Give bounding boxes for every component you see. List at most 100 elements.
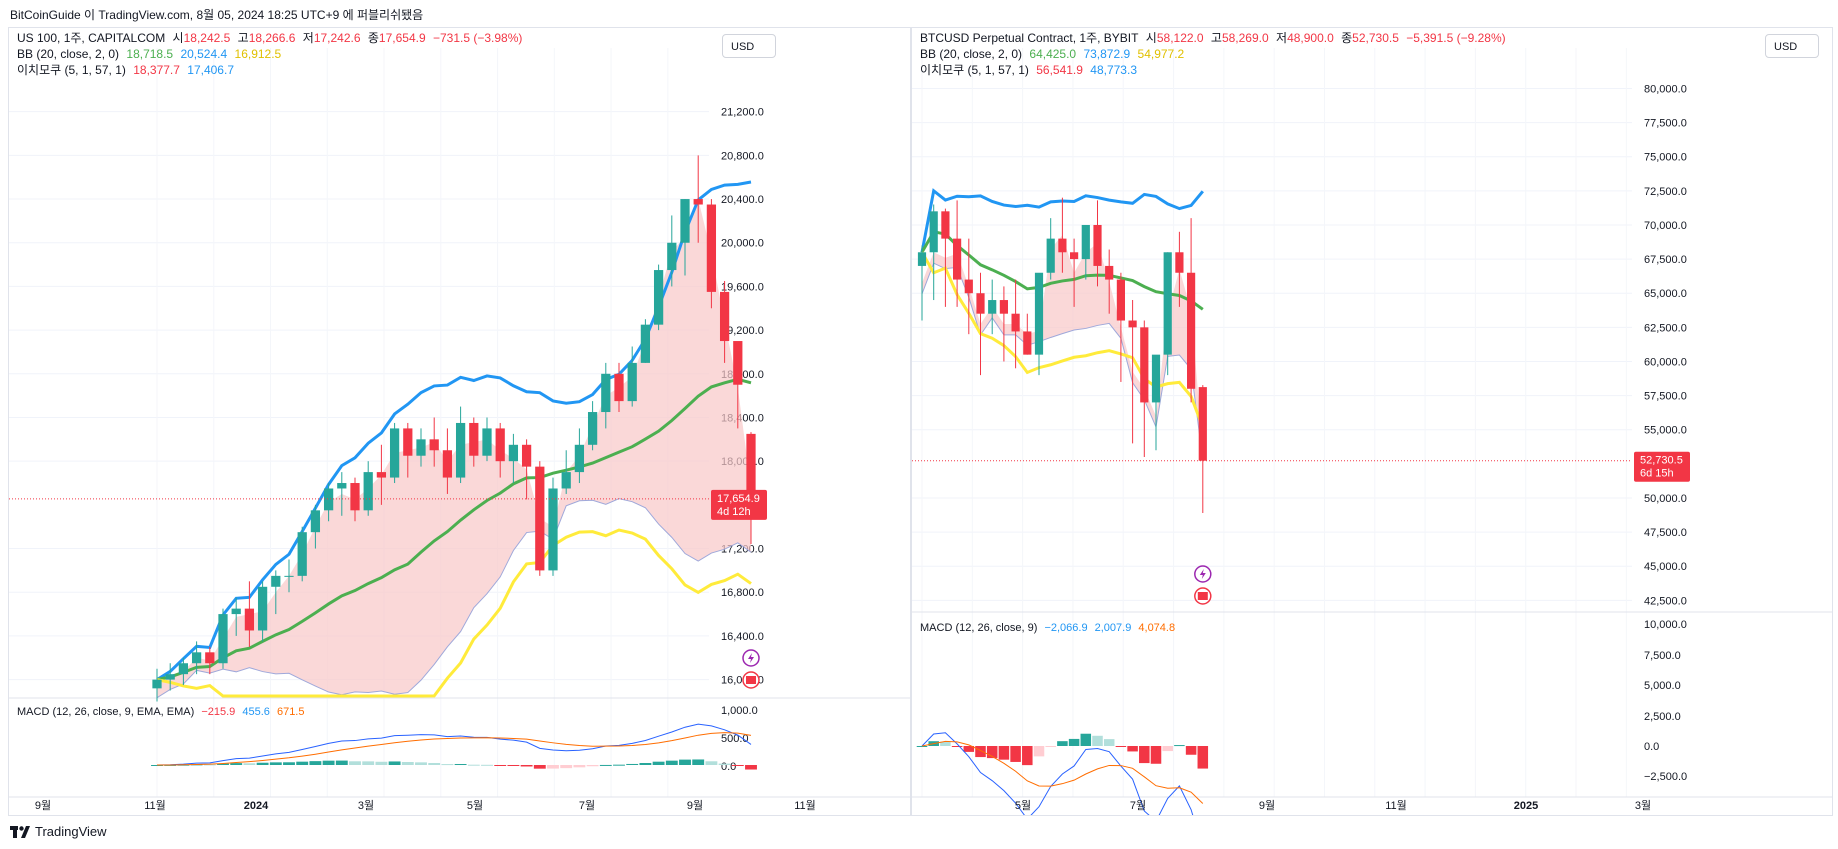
macd-histogram-bar: [401, 762, 414, 765]
candle-body: [1128, 320, 1137, 328]
macd-histogram-bar: [507, 765, 520, 766]
symbol-legend: BTCUSD Perpetual Contract, 1주, BYBIT 시58…: [920, 30, 1510, 46]
candle-body: [917, 252, 927, 266]
ichimoku-legend[interactable]: 이치모쿠 (5, 1, 57, 1) 18,377.7 17,406.7: [17, 62, 238, 78]
macd-histogram-bar: [1068, 738, 1080, 746]
macd-legend[interactable]: MACD (12, 26, close, 9) −2,066.9 2,007.9…: [920, 620, 1179, 636]
ichimoku-a-value: 56,541.9: [1036, 63, 1083, 77]
us100-chart-canvas[interactable]: 21,200.0 20,800.0 20,400.0 20,000.0 19,600.0…: [9, 28, 910, 815]
btcusd-chart-canvas[interactable]: 80,000.0 77,500.0 75,000.0 72,500.0 70,000.0…: [912, 28, 1832, 849]
candle-body: [574, 444, 585, 473]
price-tick-label: 67,500.0: [1644, 254, 1687, 266]
candle-body: [1011, 313, 1020, 332]
macd-histogram-bar: [1092, 735, 1103, 746]
candle-body: [535, 466, 545, 571]
currency-button[interactable]: USD: [1765, 34, 1819, 58]
macd-histogram-bar: [599, 764, 612, 766]
macd-legend[interactable]: MACD (12, 26, close, 9, EMA, EMA) −215.9…: [17, 704, 308, 720]
candle-body: [693, 199, 703, 205]
macd-histogram-bar: [1080, 733, 1092, 746]
candle-body: [1081, 224, 1090, 260]
candle-body: [999, 300, 1008, 314]
candle-body: [964, 279, 973, 294]
time-tick-label: 3월: [1635, 799, 1651, 812]
candle-body: [667, 242, 677, 271]
candle-body: [152, 679, 162, 689]
last-price-value: 52,730.5: [1640, 455, 1683, 467]
macd-histogram-bar: [322, 760, 335, 765]
macd-histogram-bar: [335, 760, 348, 765]
high-value: 18,266.6: [248, 31, 296, 45]
time-tick-label: 11월: [1385, 799, 1407, 812]
candle-body: [733, 341, 743, 385]
last-price-badge: [711, 489, 767, 520]
high-value: 58,269.0: [1221, 31, 1269, 45]
macd-histogram-bar: [1127, 746, 1138, 752]
macd-histogram-bar: [269, 762, 282, 765]
last-price-countdown: 6d 15h: [1640, 468, 1674, 480]
macd-histogram-bar: [975, 746, 986, 758]
ichimoku-b-value: 17,406.7: [187, 63, 234, 77]
last-price-countdown: 4d 12h: [717, 506, 751, 518]
macd-histogram-bar: [243, 763, 256, 765]
currency-button[interactable]: USD: [722, 34, 776, 58]
symbol-legend: US 100, 1주, CAPITALCOM 시18,242.5 고18,266…: [17, 30, 526, 46]
macd-histogram-bar: [718, 763, 731, 765]
candle-body: [640, 324, 651, 363]
macd-histogram-bar: [998, 746, 1010, 760]
candle-body: [231, 608, 241, 615]
candle-body: [627, 362, 637, 402]
macd-histogram-bar: [679, 759, 691, 765]
symbol-name: BTCUSD Perpetual Contract, 1주, BYBIT: [920, 31, 1139, 45]
candle-body: [350, 483, 360, 511]
macd-tick-label: 7,500.0: [1644, 650, 1681, 662]
macd-histogram-bar: [652, 761, 665, 765]
macd-histogram-bar: [1185, 746, 1197, 755]
bb-legend[interactable]: BB (20, close, 2, 0) 64,425.0 73,872.9 5…: [920, 46, 1188, 62]
macd-tick-label: 1,000.0: [721, 705, 758, 717]
ichimoku-b-value: 48,773.3: [1090, 63, 1137, 77]
chart-panel-btcusd[interactable]: 80,000.0 77,500.0 75,000.0 72,500.0 70,000.0…: [911, 27, 1833, 849]
tradingview-footer[interactable]: TradingView: [10, 824, 107, 839]
macd-signal-line: [921, 740, 1204, 804]
macd-histogram-bar: [613, 764, 625, 766]
close-value: 17,654.9: [378, 31, 426, 45]
chart-panel-us100[interactable]: 21,200.0 20,800.0 20,400.0 20,000.0 19,600.0…: [8, 27, 911, 816]
time-tick-label: 5월: [1015, 799, 1031, 812]
candle-body: [297, 532, 307, 576]
time-tick-label: 11월: [794, 799, 816, 812]
macd-histogram-bar: [1139, 746, 1150, 764]
candle-body: [1093, 224, 1102, 266]
candle-body: [561, 472, 571, 489]
macd-histogram-bar: [692, 759, 705, 765]
tradingview-brand: TradingView: [35, 824, 107, 839]
low-label: 저: [1276, 31, 1288, 45]
close-value: 52,730.5: [1352, 31, 1399, 45]
macd-histogram-bar: [494, 765, 507, 766]
price-tick-label: 65,000.0: [1644, 288, 1687, 300]
candle-body: [271, 575, 281, 587]
candle-body: [403, 428, 413, 456]
macd-histogram-bar: [705, 761, 718, 765]
price-tick-label: 45,000.0: [1644, 561, 1687, 573]
change-value: −731.5 (−3.98%): [432, 31, 523, 45]
macd-histogram-bar: [573, 765, 586, 768]
bb-legend[interactable]: BB (20, close, 2, 0) 18,718.5 20,524.4 1…: [17, 46, 285, 62]
candle-body: [363, 472, 373, 511]
macd-tick-label: 2,500.0: [1644, 711, 1681, 723]
candle-body: [587, 412, 598, 445]
open-value: 58,122.0: [1156, 31, 1204, 45]
candle-body: [601, 373, 611, 413]
price-tick-label: 62,500.0: [1644, 322, 1687, 334]
ichimoku-label: 이치모쿠 (5, 1, 57, 1): [17, 63, 126, 77]
candle-body: [953, 238, 962, 280]
candle-body: [191, 652, 202, 664]
macd-histogram-bar: [362, 761, 375, 765]
macd-histogram-bar: [1150, 746, 1162, 764]
time-tick-label: 9월: [687, 799, 703, 812]
macd-histogram-bar: [283, 762, 295, 765]
lightning-glyph: [1199, 569, 1206, 579]
ichimoku-legend[interactable]: 이치모쿠 (5, 1, 57, 1) 56,541.9 48,773.3: [920, 62, 1141, 78]
bb-lower-value: 54,977.2: [1137, 47, 1185, 61]
candle-body: [482, 428, 492, 456]
